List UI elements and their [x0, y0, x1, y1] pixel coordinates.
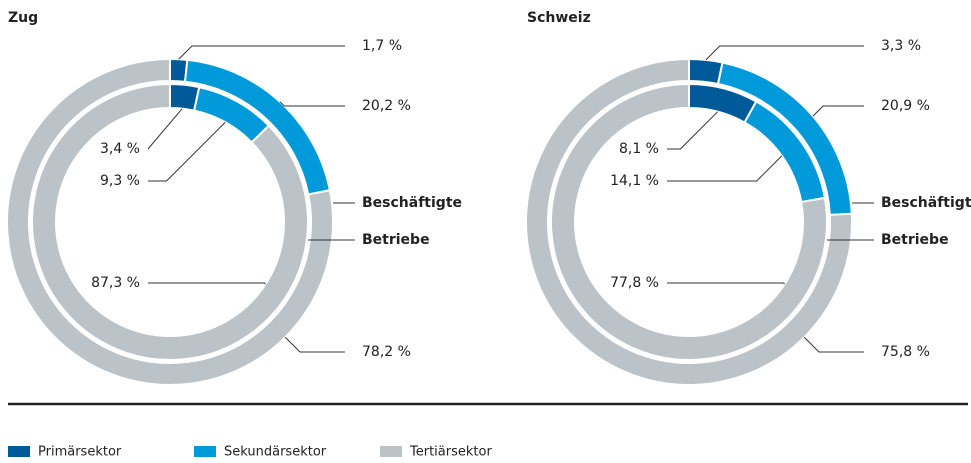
value-label: 87,3 % [91, 275, 140, 291]
legend-label: Tertiärsektor [409, 445, 492, 460]
series-label: Beschäftigte [881, 195, 971, 211]
value-label: 8,1 % [619, 141, 659, 157]
value-label: 14,1 % [610, 173, 659, 189]
donut-segment [31, 82, 309, 361]
value-label: 3,3 % [881, 38, 921, 54]
leader-line [284, 336, 345, 353]
value-label: 20,2 % [362, 98, 411, 114]
leader-line [812, 105, 864, 117]
value-label: 1,7 % [362, 38, 402, 54]
leader-line [803, 336, 864, 353]
legend-label: Primärsektor [38, 445, 122, 460]
leader-line [178, 45, 345, 60]
leader-line [667, 282, 785, 285]
donut-segment [6, 57, 334, 386]
donut-segment [525, 57, 853, 386]
leader-line [667, 155, 783, 182]
legend-label: Sekundärsektor [224, 445, 327, 460]
value-label: 78,2 % [362, 344, 411, 360]
leader-line [148, 121, 226, 182]
legend-swatch [194, 446, 216, 457]
donut-segment [550, 82, 828, 361]
chart-title: Schweiz [527, 10, 591, 26]
value-label: 77,8 % [610, 275, 659, 291]
value-label: 20,9 % [881, 98, 930, 114]
leader-line [147, 108, 183, 150]
leader-line [667, 111, 719, 150]
value-label: 75,8 % [881, 344, 930, 360]
series-label: Betriebe [362, 232, 430, 248]
leader-line [705, 45, 864, 61]
chart-title: Zug [8, 10, 38, 26]
leader-line [148, 282, 266, 285]
legend-swatch [8, 446, 30, 457]
series-label: Betriebe [881, 232, 949, 248]
value-label: 9,3 % [100, 173, 140, 189]
legend-swatch [380, 446, 402, 457]
donut-segment [688, 57, 724, 86]
value-label: 3,4 % [100, 141, 140, 157]
series-label: Beschäftigte [362, 195, 462, 211]
leader-line [279, 101, 345, 107]
